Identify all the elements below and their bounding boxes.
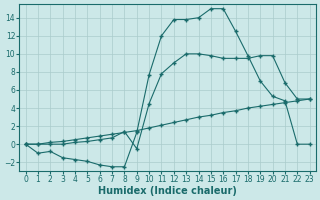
X-axis label: Humidex (Indice chaleur): Humidex (Indice chaleur) <box>98 186 237 196</box>
